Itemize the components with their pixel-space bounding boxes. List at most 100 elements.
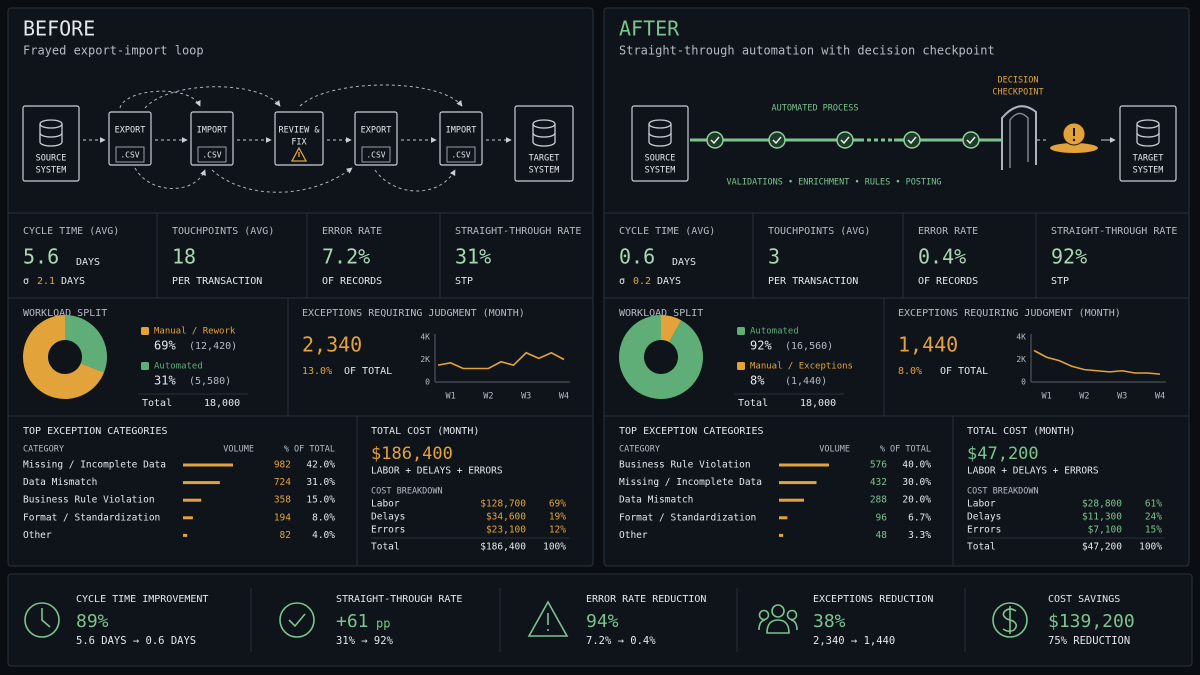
category-volume: 194: [274, 512, 291, 523]
kpi-label: CYCLE TIME (AVG): [23, 226, 119, 237]
kpi-sub: 2.1: [37, 276, 55, 287]
column-header: VOLUME: [819, 445, 850, 455]
summary-detail: 2,340 → 1,440: [813, 635, 895, 647]
total-value: 18,000: [204, 398, 240, 409]
category-name: Data Mismatch: [619, 495, 693, 506]
kpi-label: STRAIGHT-THROUGH RATE: [1051, 226, 1177, 237]
loop-arrow: [144, 86, 281, 109]
check-step: [706, 131, 724, 149]
section-title: WORKLOAD SPLIT: [23, 308, 107, 319]
node-label: IMPORT: [197, 126, 228, 136]
kpi-value: 7.2%: [322, 245, 370, 269]
file-tag-label: .CSV: [366, 151, 385, 160]
node-label: SOURCE: [645, 154, 676, 164]
exceptions-value: 1,440: [898, 333, 958, 357]
cost-row-share: 19%: [549, 512, 566, 523]
flow-node: [514, 105, 574, 182]
category-name: Other: [23, 530, 52, 541]
check-step: [768, 131, 786, 149]
check-mark: [710, 136, 720, 145]
volume-bar: [183, 516, 193, 520]
cost-value: $47,200: [967, 444, 1039, 464]
category-name: Data Mismatch: [23, 477, 97, 488]
kpi-label: ERROR RATE: [918, 226, 978, 237]
node-label: TARGET: [1133, 154, 1164, 164]
summary-value: 38%: [813, 611, 846, 632]
file-tag-label: .CSV: [120, 151, 139, 160]
exceptions-share: 13.0%: [302, 366, 332, 377]
exceptions-share-label: OF TOTAL: [344, 366, 392, 377]
donut-segment: [23, 315, 105, 400]
flow-node: [190, 111, 234, 166]
column-header: CATEGORY: [23, 445, 64, 455]
volume-bar: [779, 498, 804, 502]
check-step: [962, 131, 980, 149]
category-share: 20.0%: [902, 495, 931, 506]
kpi-value: 0.4%: [918, 245, 966, 269]
panel-title: AFTER: [619, 17, 680, 41]
database-icon: [39, 124, 63, 147]
cost-row-amount: $11,300: [1082, 512, 1122, 523]
summary-icon: [41, 608, 51, 628]
gate: [1009, 112, 1029, 168]
warning-icon: [290, 146, 308, 162]
database-icon: [1136, 132, 1160, 138]
kpi-label: ERROR RATE: [322, 226, 382, 237]
cost-row-amount: $28,800: [1082, 499, 1122, 510]
cost-row-share: 24%: [1145, 512, 1162, 523]
database-icon: [1136, 124, 1160, 147]
summary-label: ERROR RATE REDUCTION: [586, 594, 706, 605]
x-tick-label: W3: [1117, 392, 1127, 402]
legend-swatch: [737, 327, 745, 335]
category-share: 8.0%: [312, 512, 335, 523]
category-name: Format / Standardization: [23, 512, 160, 523]
exceptions-share: 8.0%: [898, 366, 922, 377]
section-title: EXCEPTIONS REQUIRING JUDGMENT (MONTH): [898, 308, 1121, 319]
volume-bar: [779, 516, 788, 520]
volume-bar: [779, 533, 784, 537]
summary-label: STRAIGHT-THROUGH RATE: [336, 594, 462, 605]
summary-icon: [24, 602, 60, 638]
y-tick-label: 2K: [420, 355, 430, 364]
column-header: CATEGORY: [619, 445, 660, 455]
cost-value: $186,400: [371, 444, 453, 464]
cost-row-label: Delays: [967, 512, 1001, 523]
panel-subtitle: Frayed export-import loop: [23, 44, 204, 58]
file-tag-label: .CSV: [451, 151, 470, 160]
summary-icon: [288, 613, 306, 628]
category-share: 15.0%: [306, 495, 335, 506]
cost-row-label: Delays: [371, 512, 405, 523]
section-title: TOTAL COST (MONTH): [371, 426, 479, 437]
kpi-sub: DAYS: [61, 276, 85, 287]
legend-label: Manual / Exceptions: [750, 362, 853, 372]
check-step: [836, 131, 854, 149]
checkpoint-label: DECISION: [998, 76, 1039, 86]
volume-bar: [183, 463, 233, 467]
cost-total-share: 100%: [543, 542, 566, 553]
kpi-label: CYCLE TIME (AVG): [619, 226, 715, 237]
summary-icon: [1002, 606, 1018, 634]
x-tick-label: W2: [1079, 392, 1089, 402]
volume-bar: [183, 498, 202, 502]
legend-count: (1,440): [785, 376, 827, 387]
node-label: SYSTEM: [529, 166, 560, 176]
check-step: [903, 131, 921, 149]
database-icon: [648, 119, 672, 129]
kpi-sub: STP: [1051, 276, 1069, 287]
node-label: SOURCE: [36, 154, 67, 164]
cost-total-share: 100%: [1139, 542, 1162, 553]
summary-label: CYCLE TIME IMPROVEMENT: [76, 594, 208, 605]
node-label: SYSTEM: [645, 166, 676, 176]
y-tick-label: 4K: [420, 333, 430, 342]
cost-sub: LABOR + DELAYS + ERRORS: [371, 466, 503, 477]
column-header: % OF TOTAL: [880, 445, 931, 455]
kpi-value: 31%: [455, 245, 491, 269]
section-title: TOTAL COST (MONTH): [967, 426, 1075, 437]
category-name: Business Rule Violation: [619, 460, 751, 471]
category-name: Other: [619, 530, 648, 541]
database-icon: [39, 119, 63, 129]
kpi-label: STRAIGHT-THROUGH RATE: [455, 226, 581, 237]
kpi-sub: OF RECORDS: [322, 276, 382, 287]
cost-row-share: 15%: [1145, 525, 1162, 536]
file-tag: [115, 146, 145, 163]
